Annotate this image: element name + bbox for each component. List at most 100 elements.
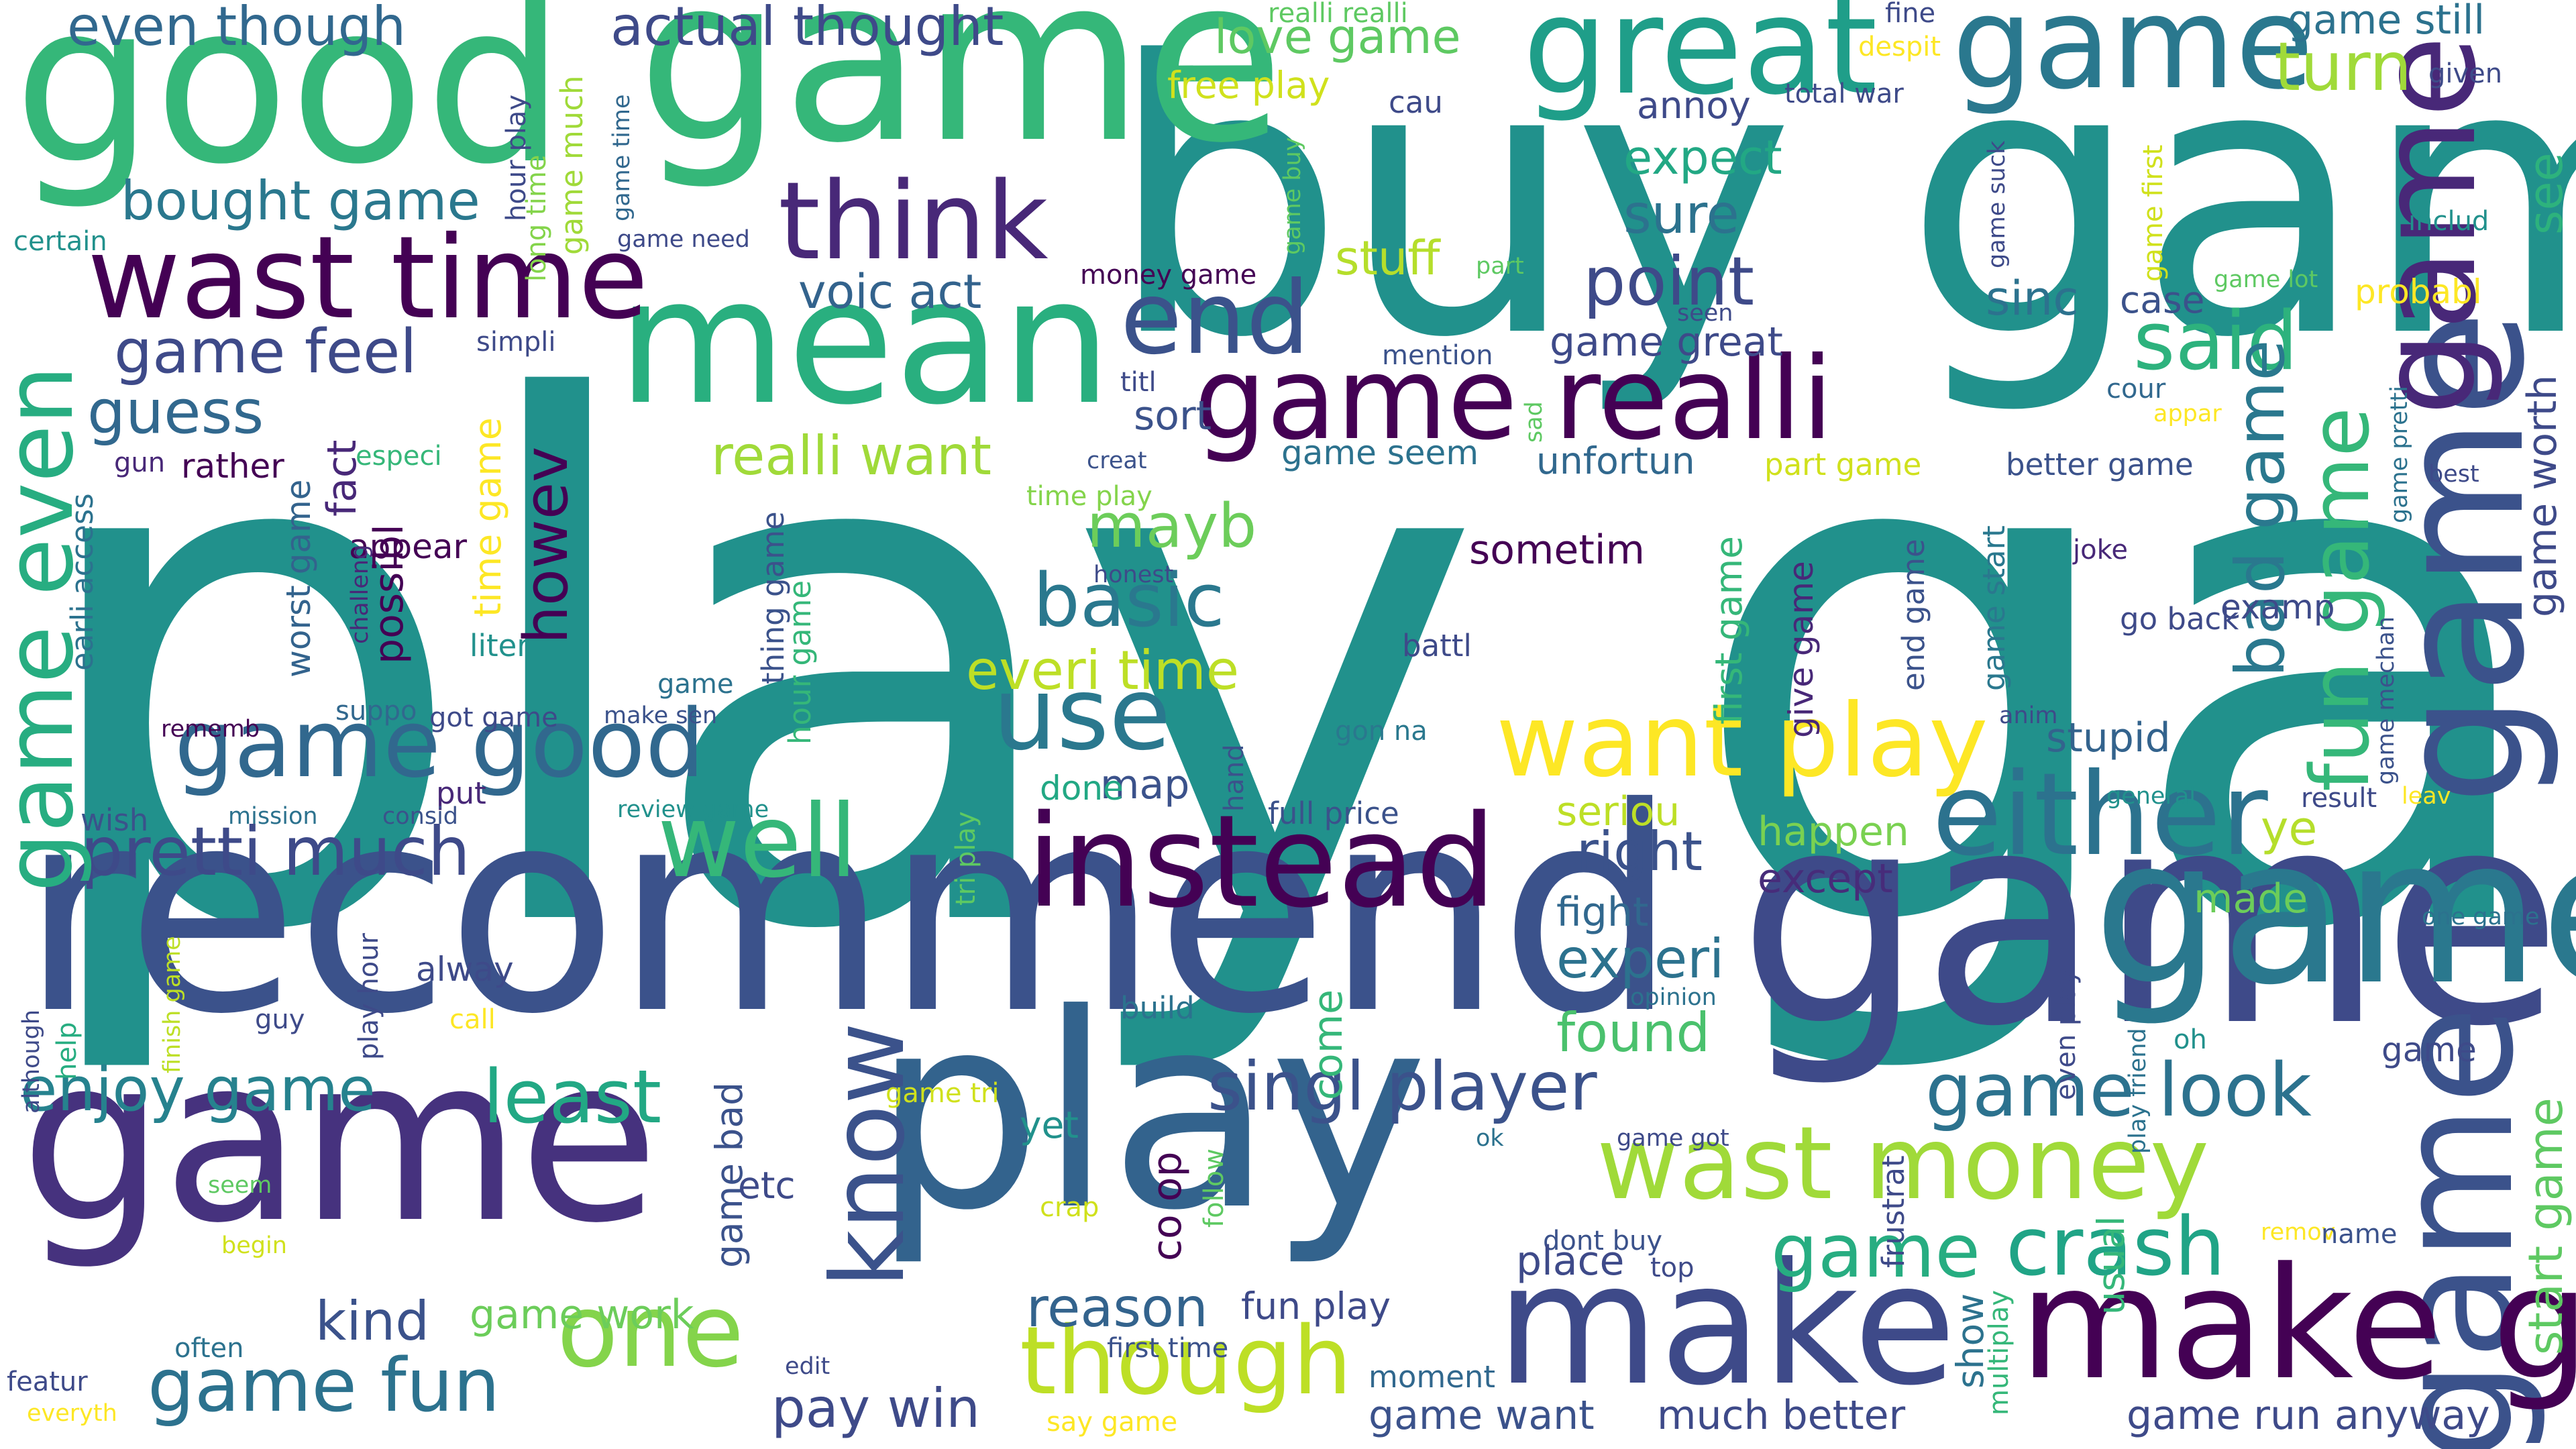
word: game (2381, 1030, 2477, 1069)
word: result (2301, 783, 2377, 814)
word: game (1771, 1208, 1981, 1294)
word: case (2120, 278, 2205, 321)
word: think (778, 158, 1049, 284)
word: part (1476, 253, 1524, 280)
word: earli access (64, 493, 100, 671)
word: game first (2138, 144, 2169, 282)
word: play hour (354, 932, 384, 1060)
word: expect (1623, 130, 1782, 185)
word: done (1040, 769, 1124, 808)
word: voic act (798, 264, 982, 319)
word: play game (20, 257, 2576, 1085)
word: start game (2518, 1097, 2573, 1355)
word: pretti much (80, 812, 471, 891)
word: everi time (966, 639, 1240, 702)
word: guy (255, 1004, 305, 1035)
word: tri play (951, 811, 981, 906)
word: great (1523, 0, 1878, 125)
word: crash (2006, 1201, 2226, 1294)
word: general (2106, 783, 2196, 810)
word: everyth (27, 1400, 117, 1427)
word: crap (1040, 1192, 1099, 1223)
word: appear (349, 527, 468, 566)
word: build (1120, 990, 1195, 1026)
word: actual thought (610, 0, 1004, 58)
word: make sen (604, 702, 718, 729)
word: point (1583, 242, 1755, 321)
word: game fun (148, 1342, 500, 1428)
word: rather (181, 447, 284, 486)
word: game pretti (2386, 386, 2413, 523)
word: usual (2090, 1216, 2133, 1315)
word: consid (382, 803, 459, 830)
word: includ (2408, 206, 2489, 237)
word: simpli (476, 327, 556, 358)
word: game (1737, 747, 2563, 1091)
word: game mechan (2373, 616, 2400, 785)
word: game work (470, 1291, 694, 1338)
word: play friend (2125, 1028, 2151, 1154)
word: seriou (1556, 788, 1680, 835)
word: show (1949, 1293, 1992, 1389)
word: game suck (1984, 140, 2010, 268)
word: name (2321, 1219, 2398, 1250)
word: sinc (1986, 271, 2079, 326)
word: titl (1120, 367, 1157, 398)
word: mention (1382, 340, 1493, 371)
word: follow (1199, 1148, 1230, 1228)
word: mayb (1087, 491, 1257, 561)
word: liter (470, 628, 529, 663)
word: suppo (335, 696, 417, 727)
word: play (872, 957, 1428, 1269)
word: either (1932, 749, 2268, 881)
word: game good (174, 690, 705, 799)
word: anyway (2334, 1392, 2490, 1439)
word: examp (2220, 588, 2335, 627)
word: battl (1402, 628, 1472, 663)
word: place (1516, 1238, 1625, 1285)
word: help (52, 1022, 83, 1080)
word: wish (80, 802, 149, 838)
word: remov (2261, 1219, 2336, 1246)
word: game (2093, 795, 2576, 1029)
word: game lot (2214, 266, 2318, 293)
word: one (557, 1273, 745, 1390)
word: probabl (2355, 272, 2482, 311)
word: enjoy game (20, 1055, 376, 1125)
word: said (2133, 295, 2298, 388)
word: game got (1617, 1125, 1729, 1152)
word: sort (1134, 392, 1212, 439)
word: experi (1556, 928, 1725, 990)
word: call (449, 1004, 496, 1035)
word: worst game (279, 479, 318, 678)
word: cau (1389, 85, 1443, 120)
word: seen (1677, 300, 1733, 327)
word: even play (2051, 969, 2082, 1100)
word: first game (1707, 536, 1750, 724)
word: sure (1623, 183, 1739, 246)
word: mission (228, 803, 318, 830)
word: use (993, 656, 1171, 773)
word: see (2518, 152, 2573, 235)
word: frustrat (1876, 1155, 1911, 1268)
word: game look (1925, 1047, 2312, 1133)
word: game feel (114, 317, 417, 387)
word: game (637, 0, 1285, 193)
word: want play (1496, 683, 1988, 800)
word: buy game (1107, 0, 2576, 420)
word: guess (87, 377, 264, 447)
word: game great (1550, 319, 1783, 366)
word: made (2194, 875, 2308, 922)
word: annoy (1637, 84, 1751, 127)
word: co op (1144, 1151, 1191, 1261)
word: put (436, 775, 486, 811)
word: honest (1093, 561, 1174, 588)
word: stupid (2046, 714, 2171, 761)
word: map (1100, 761, 1190, 808)
word: make (1496, 1227, 1957, 1422)
word: stuff (1335, 231, 1440, 286)
word: game buy (1279, 137, 1306, 255)
word: except (1758, 855, 1893, 902)
word: rememb (161, 716, 260, 743)
